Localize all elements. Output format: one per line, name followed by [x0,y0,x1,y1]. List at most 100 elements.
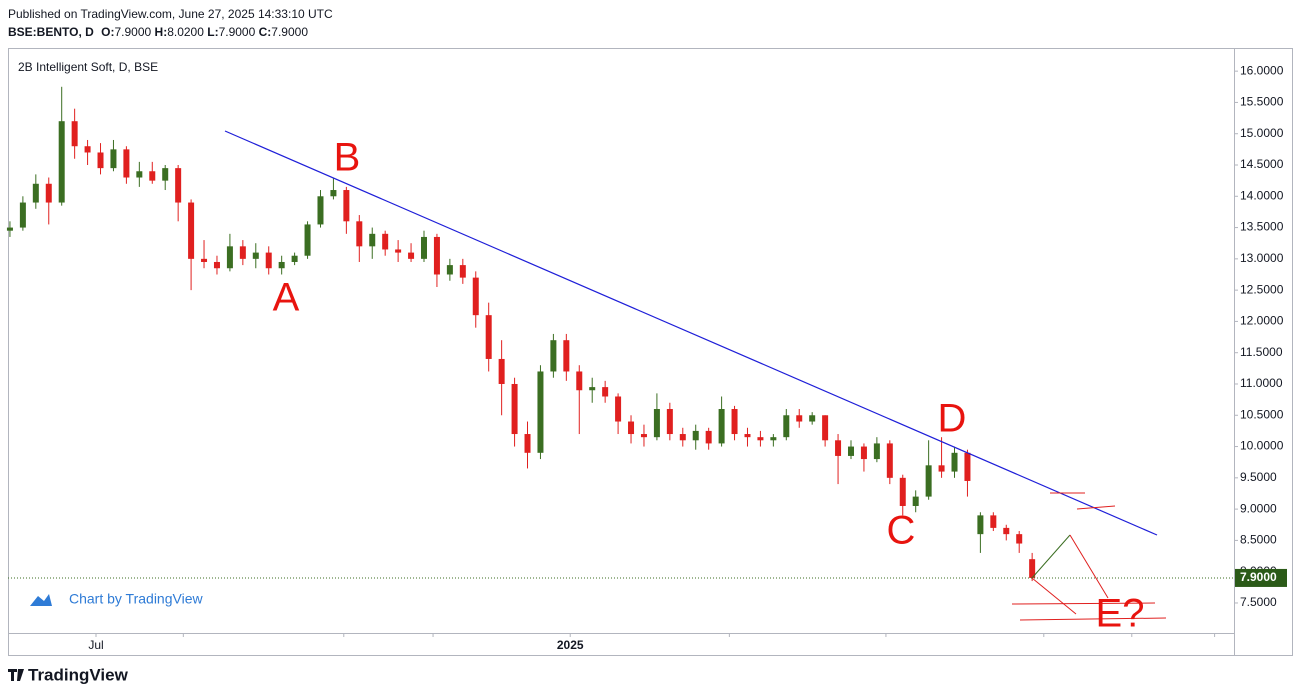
candle-body [731,409,738,435]
candle-body [485,315,492,359]
candle-body [239,246,246,259]
ohlc-value: 7.9000 [219,25,256,39]
ohlc-key: C: [259,25,272,39]
y-tick-label: 14.0000 [1240,188,1284,202]
candle-body [369,233,376,247]
candle-body [964,452,971,481]
candle-body [718,409,725,444]
wave-label: A [273,276,300,320]
y-tick-label: 16.0000 [1240,63,1284,77]
candle-body [666,409,673,435]
candle-body [822,415,829,441]
candle-body [744,434,751,438]
y-tick-label: 7.5000 [1240,595,1277,609]
last-price-box [1235,568,1287,587]
candle-body [925,465,932,497]
candle-body [951,452,958,472]
y-tick-label: 9.0000 [1240,501,1277,515]
candle-body [899,477,906,506]
y-tick-label: 12.0000 [1240,314,1284,328]
candle-body [783,415,790,438]
candle-body [408,252,415,259]
candle-body [640,434,647,438]
chart-frame [8,48,1293,656]
x-tick-label: 2025 [557,638,584,652]
candle-body [446,265,453,275]
candle-body [835,440,842,456]
candle-body [692,430,699,441]
candle-body [265,252,272,269]
candle-body [886,443,893,478]
footer-logo: TradingView [28,665,129,684]
candle-body [977,515,984,535]
ohlc-value: 8.0200 [167,25,204,39]
candle-body [420,236,427,259]
wave-label: E? [1096,592,1145,636]
candle-body [459,265,466,278]
candle-body [188,202,195,259]
candle-body [511,383,518,435]
wave-label: B [334,136,361,180]
candle-body [938,465,945,472]
candle-body [175,168,182,203]
candle-body [433,236,440,275]
candle-body [45,183,52,203]
projection-line [1031,534,1071,579]
candle-body [201,258,208,262]
ohlc-key: L: [207,25,218,39]
trend-line [224,130,1158,536]
target-line [1011,602,1156,605]
plot: 7.50008.00008.50009.00009.500010.000010.… [6,63,1287,652]
projection-line [1031,577,1077,615]
candle-body [252,252,259,259]
y-tick-label: 13.5000 [1240,220,1284,234]
candle-body [58,121,65,203]
candle-body [213,261,220,269]
candle-body [524,434,531,453]
candle-body [537,371,544,453]
candle-body [589,387,596,391]
candle-body [278,261,285,269]
candle-body [71,121,78,147]
candle-body [317,196,324,225]
candle-body [149,171,156,181]
candle-body [6,227,13,231]
published-note: Published on TradingView.com, June 27, 2… [8,7,333,21]
candle-body [395,249,402,253]
candle-body [110,149,117,169]
y-tick-label: 11.0000 [1240,376,1283,390]
ohlc-value: 7.9000 [271,25,308,39]
wave-label: C [887,509,916,553]
candle-body [990,515,997,528]
candle-body [796,415,803,422]
candle-body [1003,527,1010,535]
candle-body [330,190,337,197]
y-tick-label: 10.0000 [1240,439,1284,453]
y-tick-label: 15.5000 [1240,95,1284,109]
candle-body [291,255,298,262]
y-tick-label: 12.5000 [1240,282,1284,296]
footer-logo-icon [8,669,24,681]
candle-body [1016,534,1023,544]
candle-body [226,246,233,269]
y-tick-label: 14.5000 [1240,157,1284,171]
candle-body [615,396,622,422]
candle-body [653,409,660,438]
chart-title: 2B Intelligent Soft, D, BSE [18,60,158,74]
x-tick-label: Jul [88,638,103,652]
candle-body [757,437,764,441]
candle-body [602,387,609,397]
candle-body [847,446,854,456]
watermark: Chart by TradingView [69,591,203,607]
y-tick-label: 13.0000 [1240,251,1284,265]
candle-body [705,430,712,444]
target-line [1076,505,1116,510]
ohlc-key: H: [155,25,168,39]
y-tick-label: 9.5000 [1240,470,1277,484]
candle-body [498,358,505,384]
candle-body [32,183,39,203]
candle-body [343,190,350,222]
candle-body [576,371,583,391]
candle-body [873,443,880,460]
